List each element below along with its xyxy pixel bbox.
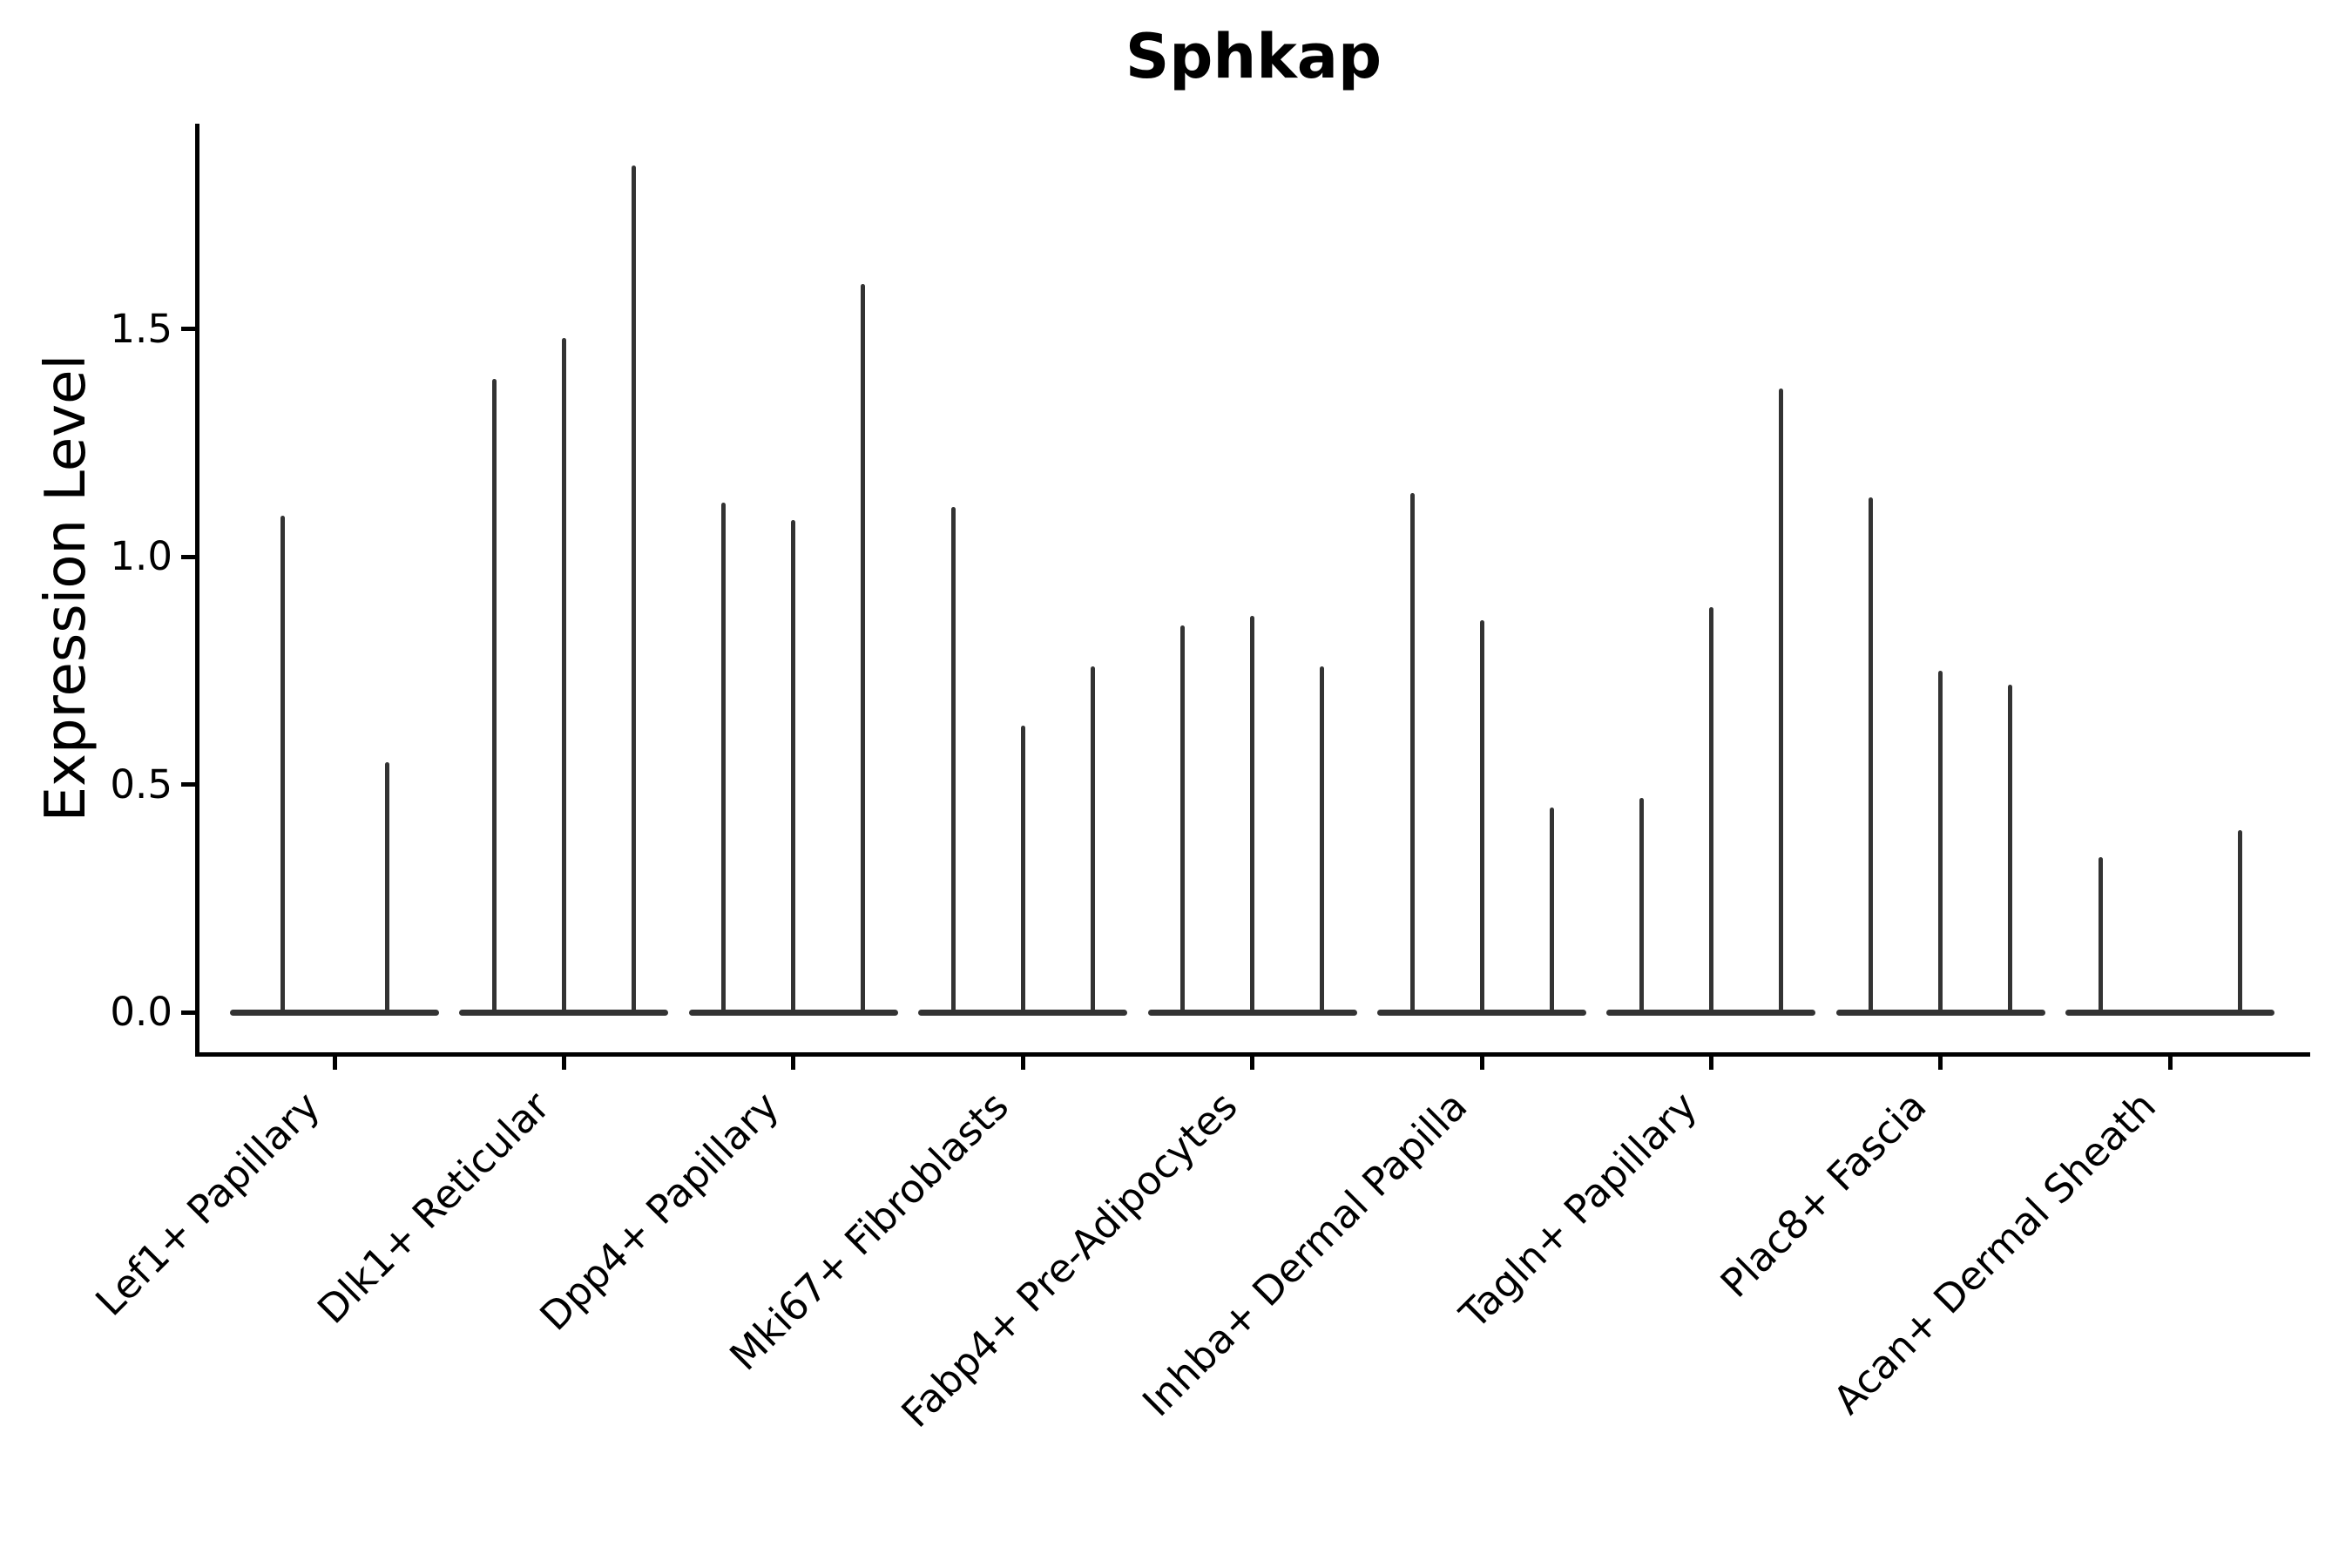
violin-spike <box>791 520 796 1015</box>
x-tick <box>332 1056 337 1070</box>
violin-spike <box>2008 684 2013 1015</box>
violin-spike <box>950 506 956 1015</box>
violin-spike <box>1549 807 1554 1015</box>
x-tick-label: Dpp4+ Papillary <box>531 1082 788 1340</box>
x-tick <box>2167 1056 2173 1070</box>
violin-spike <box>1180 625 1186 1015</box>
x-tick-label: Tagln+ Papillary <box>1450 1082 1706 1338</box>
y-tick <box>181 327 195 332</box>
violin-spike <box>1020 725 1025 1015</box>
y-tick <box>181 554 195 559</box>
violin-spike <box>1250 616 1255 1015</box>
violin-spike <box>1938 670 1943 1015</box>
y-tick <box>181 1010 195 1015</box>
violin-spike <box>1479 620 1484 1015</box>
violin-spike <box>2237 829 2242 1015</box>
violin-spike <box>561 338 566 1015</box>
violin-baseline <box>2065 1009 2275 1016</box>
x-tick <box>791 1056 796 1070</box>
x-tick <box>1938 1056 1943 1070</box>
violin-spike <box>1869 497 1874 1015</box>
y-axis-spine <box>194 124 199 1057</box>
x-tick <box>1020 1056 1025 1070</box>
y-tick-label: 0.0 <box>110 989 172 1035</box>
y-tick <box>181 782 195 787</box>
x-tick-label: Plac8+ Fascia <box>1711 1082 1936 1307</box>
x-axis-spine <box>194 1051 2310 1057</box>
y-tick-label: 1.5 <box>110 305 172 352</box>
x-tick-label: Lef1+ Papillary <box>86 1082 329 1325</box>
violin-spike <box>2098 857 2103 1015</box>
violin-spike <box>1409 493 1415 1015</box>
chart-title: Sphkap <box>1125 21 1382 92</box>
violin-spike <box>1090 666 1095 1015</box>
violin-spike <box>861 283 866 1015</box>
violin-spike <box>1639 798 1644 1015</box>
violin-spike <box>1320 666 1325 1015</box>
x-tick <box>1708 1056 1713 1070</box>
x-tick <box>1250 1056 1255 1070</box>
violin-baseline <box>230 1009 439 1016</box>
violin-spike <box>280 516 285 1015</box>
x-tick-label: Dlk1+ Reticular <box>308 1082 558 1333</box>
violin-spike <box>631 165 636 1015</box>
violin-spike <box>1708 606 1713 1015</box>
y-tick-label: 1.0 <box>110 533 172 580</box>
violin-spike <box>721 502 727 1015</box>
y-tick-label: 0.5 <box>110 760 172 808</box>
violin-spike <box>1778 388 1783 1015</box>
x-tick <box>561 1056 566 1070</box>
violin-spike <box>491 379 497 1015</box>
violin-spike <box>384 761 389 1015</box>
x-tick <box>1479 1056 1484 1070</box>
